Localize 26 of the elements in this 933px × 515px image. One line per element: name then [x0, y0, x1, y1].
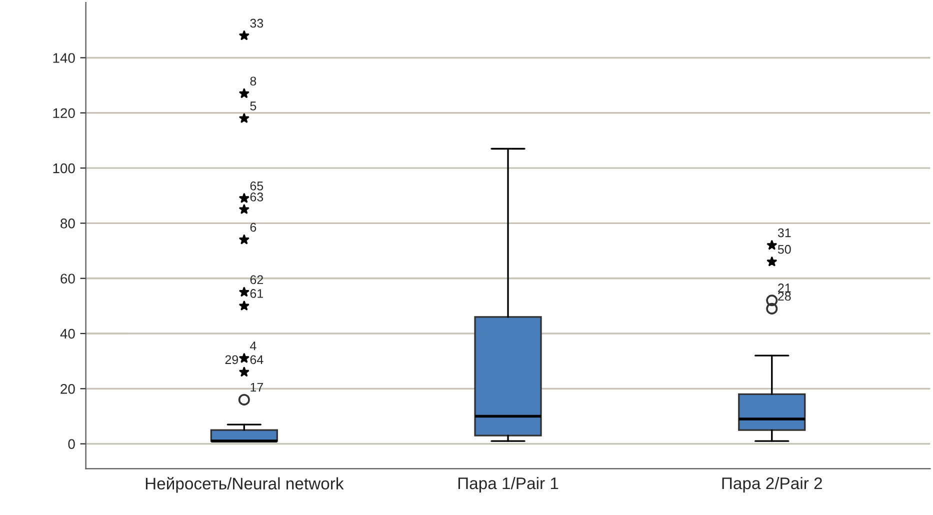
y-tick-label: 40 — [60, 328, 75, 339]
y-tick-label: 140 — [53, 53, 75, 63]
y-tick-label: 80 — [60, 218, 75, 228]
y-tick-label: 0 — [68, 439, 75, 449]
y-tick-label: 60 — [60, 274, 75, 284]
annotation: 28 — [778, 292, 791, 301]
annotation: 17 — [250, 382, 263, 392]
annotation: 29 — [225, 355, 238, 364]
y-tick-label: 120 — [53, 108, 75, 118]
annotation: 62 — [250, 275, 263, 284]
y-tick-label: 100 — [53, 163, 75, 174]
annotation: 65 — [250, 182, 264, 190]
annotation: 4 — [250, 342, 256, 350]
annotation: 61 — [250, 289, 264, 298]
annotation: 33 — [250, 18, 264, 28]
annotation: 5 — [250, 102, 256, 110]
annotation: 63 — [250, 192, 264, 202]
x-tick-label: Пара 2/Pair 2 — [722, 476, 822, 493]
x-tick-label: Пара 1/Pair 1 — [458, 476, 558, 493]
x-tick-label: Нейросеть/Neural network — [146, 476, 344, 493]
annotation: 64 — [250, 355, 264, 364]
annotation: 50 — [778, 244, 791, 254]
annotation: 31 — [778, 228, 791, 238]
annotation: 6 — [250, 222, 256, 232]
annotation: 8 — [250, 76, 256, 86]
y-tick-label: 20 — [60, 384, 75, 394]
